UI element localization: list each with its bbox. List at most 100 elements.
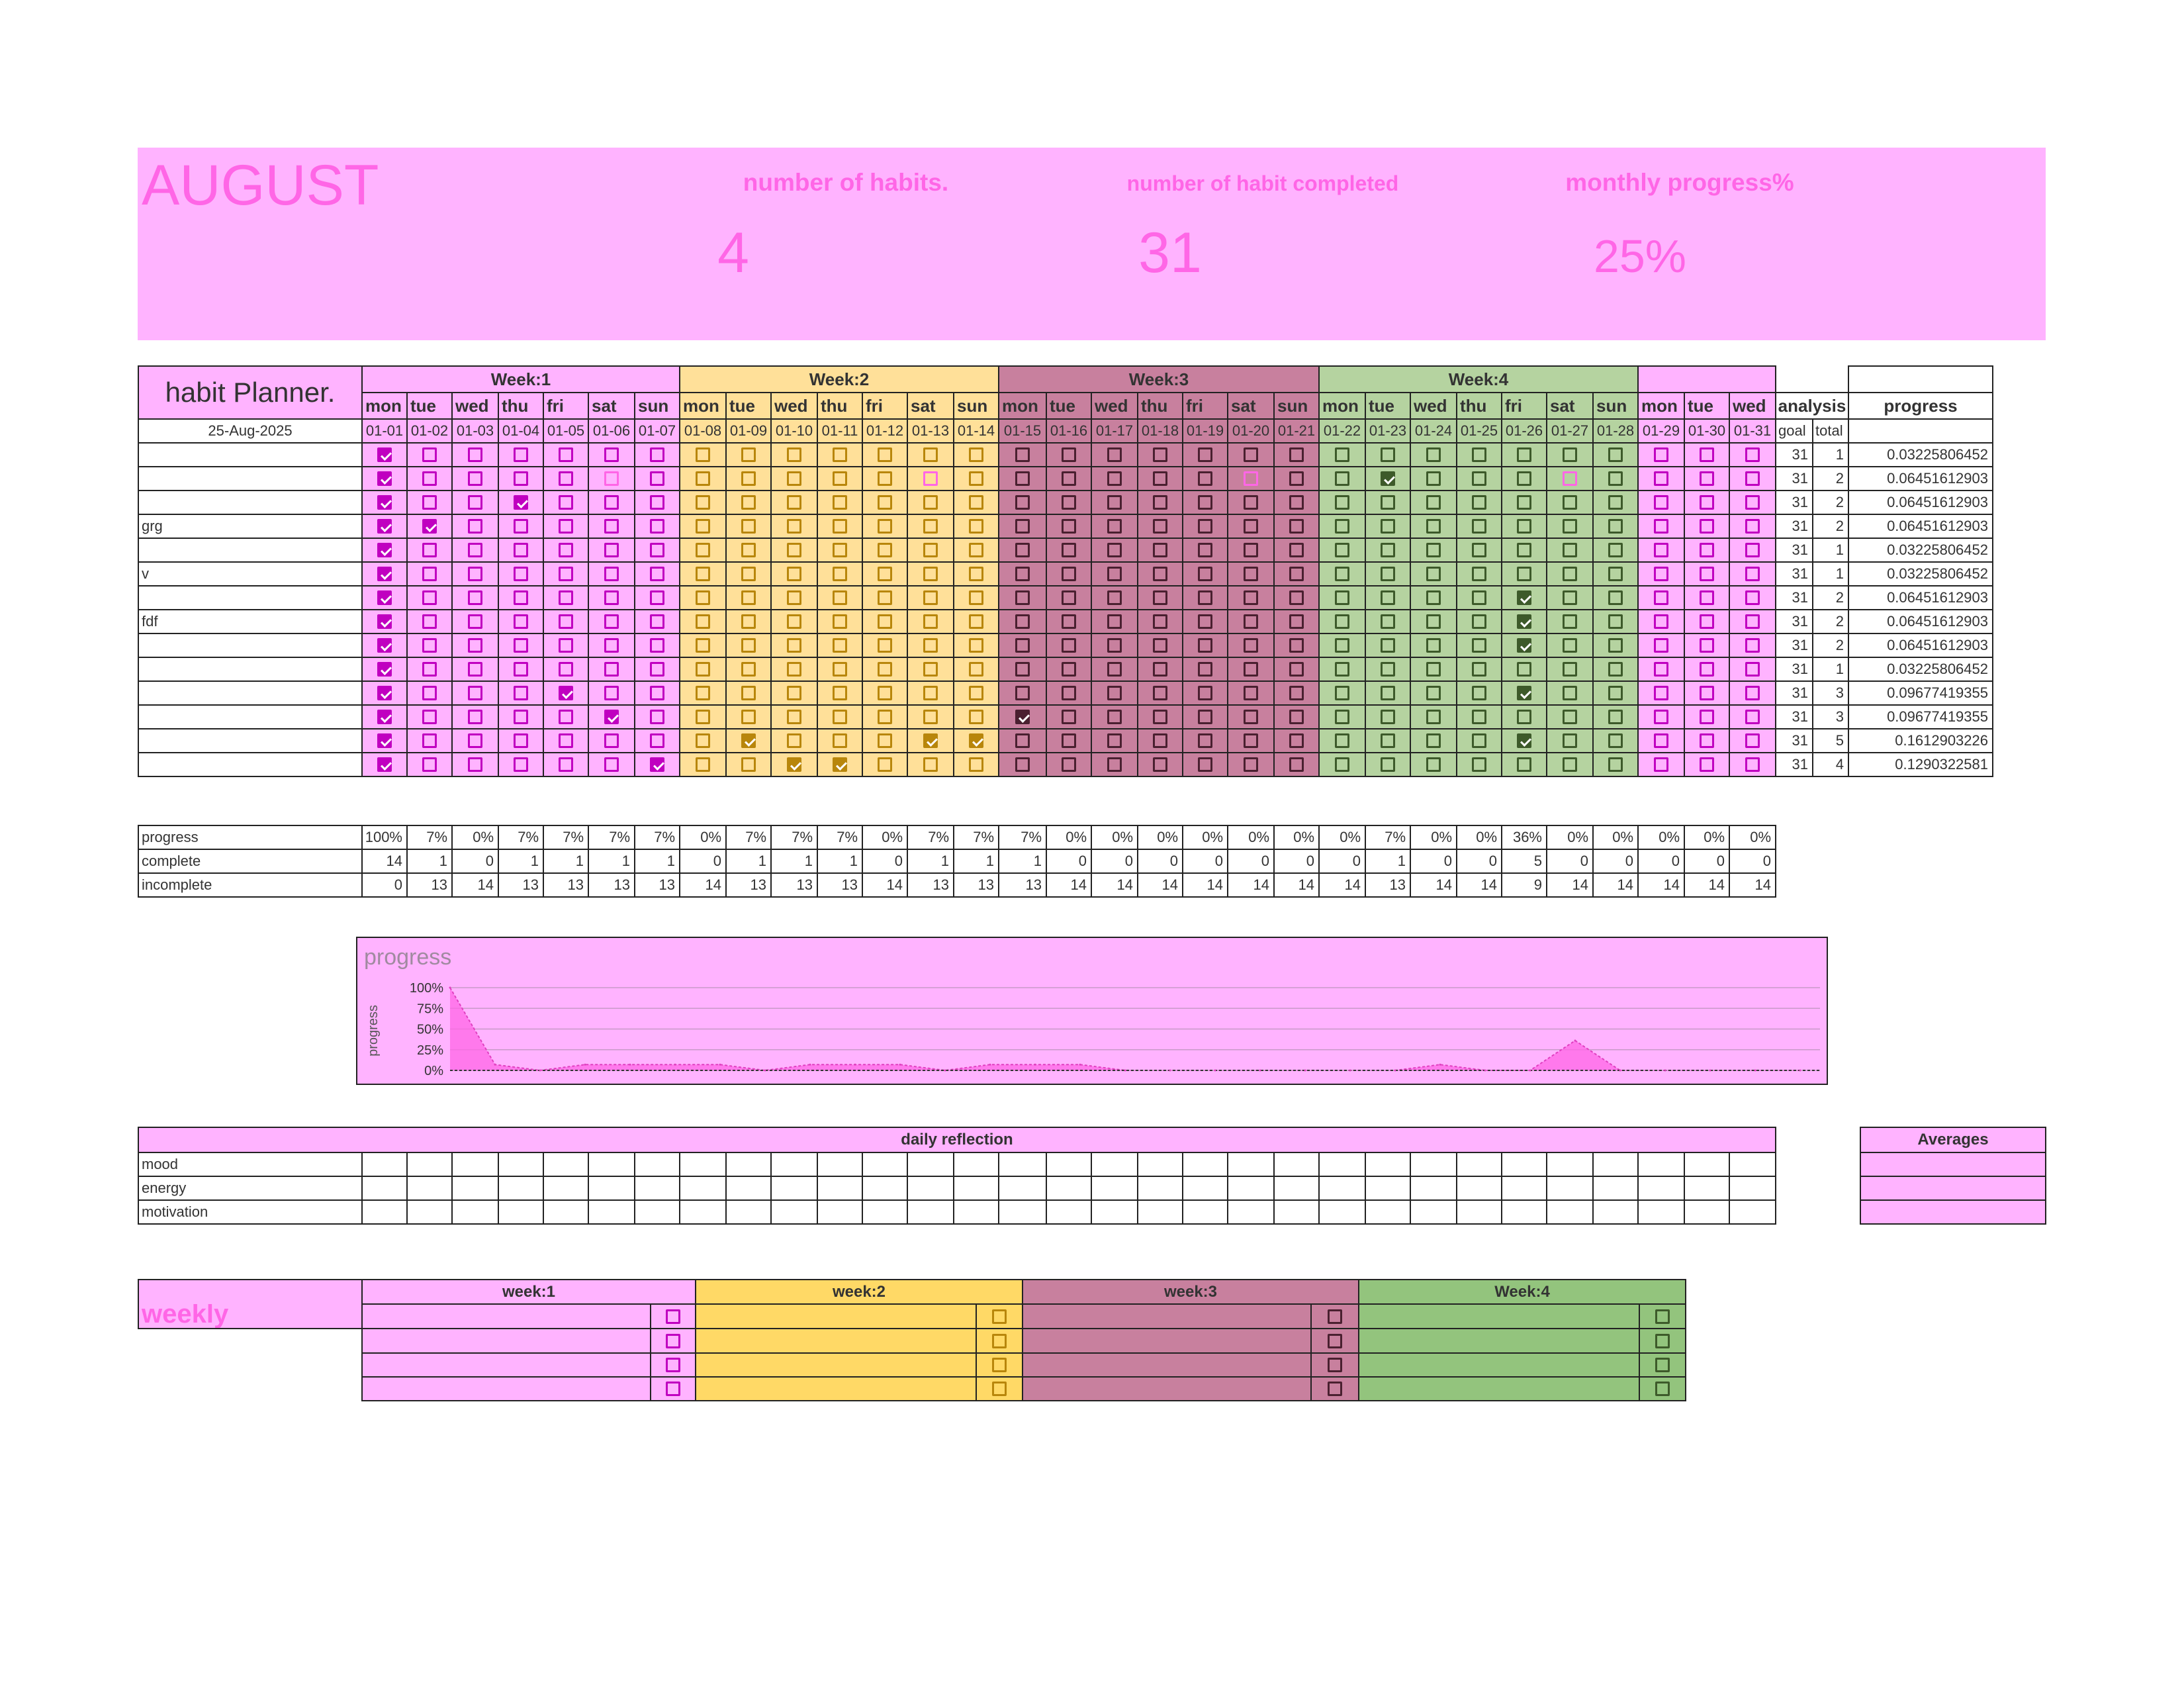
weekly-task-cell[interactable] [361,1328,651,1354]
habit-name[interactable] [138,704,363,729]
checkbox[interactable] [1472,447,1486,462]
checkbox[interactable] [559,757,573,772]
reflection-input-cell[interactable] [406,1152,453,1177]
reflection-input-cell[interactable] [588,1199,635,1225]
checkbox[interactable] [422,471,437,486]
checkbox[interactable] [1198,567,1212,581]
reflection-input-cell[interactable] [1592,1199,1639,1225]
checkbox[interactable] [468,710,482,724]
checkbox[interactable] [1563,686,1577,700]
reflection-input-cell[interactable] [498,1199,544,1225]
checkbox[interactable] [1654,471,1668,486]
checkbox[interactable] [1062,567,1076,581]
checkbox[interactable] [1198,590,1212,605]
reflection-input-cell[interactable] [862,1176,908,1201]
reflection-input-cell[interactable] [1592,1176,1639,1201]
checkbox[interactable] [878,662,892,677]
checkbox[interactable] [787,710,801,724]
reflection-input-cell[interactable] [953,1176,999,1201]
checkbox[interactable] [514,519,528,534]
checkbox[interactable] [878,495,892,510]
reflection-input-cell[interactable] [1501,1199,1547,1225]
checkbox[interactable] [1107,757,1122,772]
checkbox[interactable] [604,590,619,605]
checkbox[interactable] [514,733,528,748]
checkbox[interactable] [1015,567,1030,581]
checkbox[interactable] [833,662,847,677]
checkbox[interactable] [1426,543,1441,557]
checkbox[interactable] [1328,1309,1342,1324]
checkbox[interactable] [1335,662,1349,677]
reflection-input-cell[interactable] [679,1152,727,1177]
checkbox[interactable] [559,638,573,653]
checkbox[interactable] [1015,614,1030,629]
habit-name[interactable] [138,442,363,467]
checkbox[interactable] [923,471,938,486]
checkbox[interactable] [1335,638,1349,653]
checkbox[interactable] [923,543,938,557]
checkbox[interactable] [422,757,437,772]
checkbox[interactable] [650,733,664,748]
checkbox[interactable] [833,495,847,510]
checkbox[interactable] [1700,710,1714,724]
reflection-input-cell[interactable] [634,1176,680,1201]
checkbox[interactable] [787,471,801,486]
checkbox[interactable] [666,1309,680,1324]
checkbox[interactable] [1153,757,1167,772]
checkbox[interactable] [1244,543,1258,557]
reflection-input-cell[interactable] [498,1152,544,1177]
checked-checkbox[interactable] [833,757,847,772]
checkbox[interactable] [1062,471,1076,486]
checkbox[interactable] [1426,638,1441,653]
checkbox[interactable] [1381,733,1395,748]
checkbox[interactable] [1289,757,1304,772]
checkbox[interactable] [1563,757,1577,772]
checkbox[interactable] [604,757,619,772]
reflection-input-cell[interactable] [725,1199,772,1225]
checkbox[interactable] [1745,495,1760,510]
weekly-task-cell[interactable] [695,1376,977,1401]
checkbox[interactable] [468,662,482,677]
checkbox[interactable] [1153,662,1167,677]
checked-checkbox[interactable] [1381,471,1395,486]
checked-checkbox[interactable] [377,710,392,724]
checkbox[interactable] [923,590,938,605]
checkbox[interactable] [1107,519,1122,534]
checkbox[interactable] [422,495,437,510]
reflection-input-cell[interactable] [770,1176,818,1201]
checkbox[interactable] [833,543,847,557]
checkbox[interactable] [1244,471,1258,486]
checkbox[interactable] [1381,519,1395,534]
reflection-input-cell[interactable] [1365,1176,1411,1201]
checkbox[interactable] [878,543,892,557]
checkbox[interactable] [1062,519,1076,534]
checked-checkbox[interactable] [787,757,801,772]
checkbox[interactable] [1198,686,1212,700]
habit-name[interactable] [138,466,363,491]
checkbox[interactable] [969,590,983,605]
checkbox[interactable] [1655,1333,1670,1348]
reflection-input-cell[interactable] [498,1176,544,1201]
checkbox[interactable] [1426,495,1441,510]
checkbox[interactable] [1563,614,1577,629]
reflection-input-cell[interactable] [1273,1176,1320,1201]
reflection-input-cell[interactable] [998,1152,1047,1177]
checkbox[interactable] [422,686,437,700]
checked-checkbox[interactable] [514,495,528,510]
checkbox[interactable] [514,686,528,700]
checkbox[interactable] [1608,447,1623,462]
checkbox[interactable] [1608,590,1623,605]
checked-checkbox[interactable] [377,495,392,510]
reflection-input-cell[interactable] [907,1152,954,1177]
checkbox[interactable] [1700,543,1714,557]
checkbox[interactable] [741,662,756,677]
checkbox[interactable] [1198,733,1212,748]
checkbox[interactable] [1107,495,1122,510]
checkbox[interactable] [1244,447,1258,462]
checkbox[interactable] [1244,686,1258,700]
checked-checkbox[interactable] [377,638,392,653]
checkbox[interactable] [1335,447,1349,462]
reflection-input-cell[interactable] [817,1152,863,1177]
checkbox[interactable] [1745,447,1760,462]
reflection-input-cell[interactable] [1729,1176,1776,1201]
